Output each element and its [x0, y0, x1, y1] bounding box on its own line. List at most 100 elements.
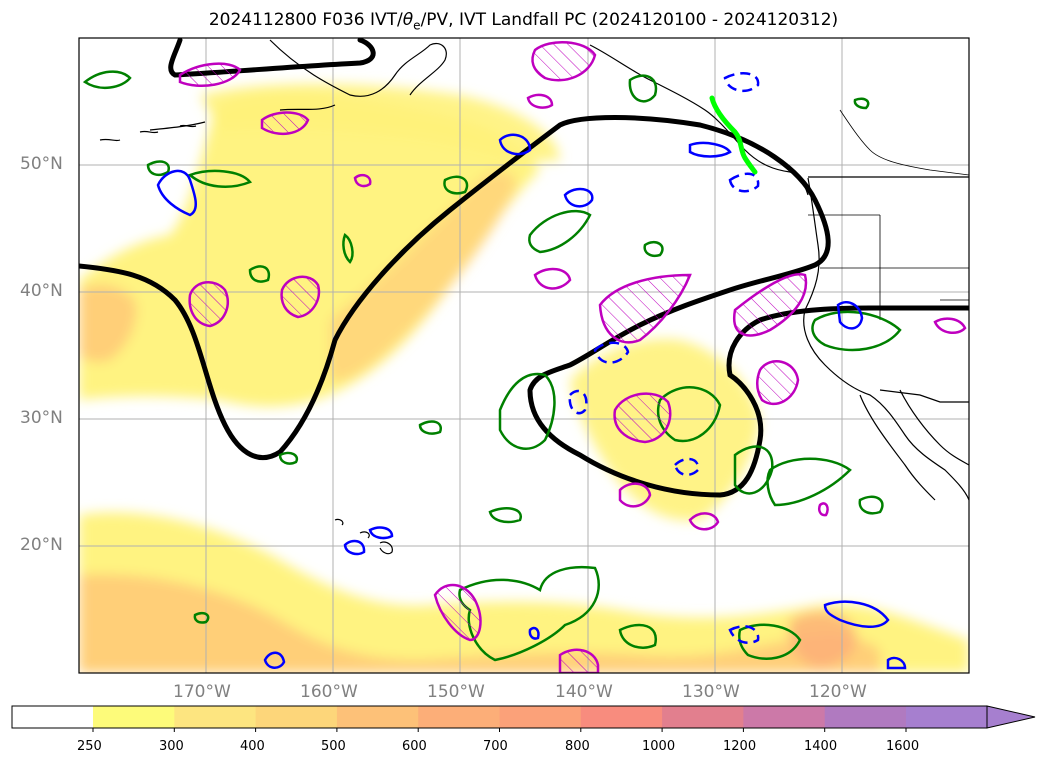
pv-neg-ring [263, 651, 286, 669]
theta-e-ring [643, 240, 664, 257]
colorbar-tick-label: 1000 [642, 739, 676, 754]
theta-e-ring [488, 507, 522, 524]
colorbar-tick-label: 1600 [886, 739, 920, 754]
colorbar-tick-label: 600 [402, 739, 427, 754]
theta-e-ring [193, 611, 210, 624]
theta-e-ring [628, 74, 658, 103]
colorbar-frame [11, 705, 988, 729]
ivt-core-south [79, 574, 880, 673]
ivt-band-central [330, 171, 516, 381]
pv-neg-ring [528, 626, 540, 640]
pv-ring [178, 62, 242, 88]
figure-title: 2024112800 F036 IVT/θe/PV, IVT Landfall … [208, 10, 839, 33]
pv-ring [531, 40, 597, 82]
ivt-plume-west [79, 93, 540, 407]
lat-label-30n: 30°N [20, 408, 63, 428]
theta-e-ring [146, 160, 171, 177]
colorbar-segment [93, 706, 175, 728]
pv-neg-dashed [723, 72, 760, 93]
inland-border-us-mexico [879, 389, 969, 403]
lon-label-150w: 150°W [427, 682, 485, 702]
colorbar-segment [499, 706, 582, 728]
pv-neg-ring [823, 600, 890, 628]
lon-label-130w: 130°W [682, 682, 740, 702]
pv-ring [613, 392, 672, 444]
alaska-islands [99, 124, 197, 142]
pv-ring-south [558, 648, 600, 673]
theta-e-ring [618, 623, 657, 649]
colorbar-tick-label: 800 [565, 739, 590, 754]
pc-contour-northwest [168, 38, 376, 78]
map-frame [78, 37, 970, 674]
bc-border [839, 109, 969, 176]
lon-label-170w: 170°W [173, 682, 231, 702]
theta-e-contours [82, 70, 902, 662]
landfall-segment [709, 95, 758, 175]
colorbar-segment [580, 706, 663, 728]
pv-neg-ring [498, 133, 532, 156]
theta-e-ring [248, 265, 271, 283]
ivt-core-west [79, 284, 137, 363]
colorbar-segment [418, 706, 500, 728]
pv-ring [353, 173, 372, 188]
pv-neg-ring [563, 187, 594, 208]
pv-ring [818, 502, 829, 517]
pv-trough-east [732, 272, 808, 337]
colorbar-segment [12, 706, 94, 728]
theta-e-cluster [528, 209, 592, 254]
pv-positive-contours [178, 40, 967, 673]
colorbar-segment [174, 706, 257, 728]
wa-or-ca-coast [803, 177, 969, 501]
pv-negative-contours [156, 72, 907, 670]
pv-neg-dashed [673, 457, 700, 477]
pv-ring [533, 267, 572, 290]
ivt-core-southeast [789, 611, 856, 668]
lat-label-20n: 20°N [20, 535, 63, 555]
colorbar [11, 705, 1036, 732]
pv-ring [933, 317, 967, 335]
colorbar-segment [336, 706, 419, 728]
pv-ring [618, 482, 652, 508]
baja-coast [859, 394, 936, 501]
colorbar-tick-label: 250 [77, 739, 102, 754]
theta-e-cluster [766, 457, 852, 507]
theta-e-ring [738, 623, 802, 660]
theta-e-ring [82, 70, 132, 90]
theta-e-ring [858, 495, 884, 515]
gulf-california [899, 389, 969, 466]
theta-e-cluster [811, 310, 902, 352]
colorbar-segment [824, 706, 907, 728]
colorbar-segment [906, 706, 988, 728]
pv-neg-dashed [728, 625, 760, 644]
theta-e-ring [342, 233, 354, 264]
pv-neg-ring [368, 526, 394, 540]
landfall-pc-contours [79, 38, 969, 498]
pv-neg-ring [156, 169, 197, 217]
pv-ring [526, 93, 554, 109]
pv-ring [756, 360, 800, 406]
colorbar-segment [662, 706, 744, 728]
pv-neg-dashed [568, 389, 588, 415]
map-panel [79, 38, 969, 673]
colorbar-extend-arrow [986, 705, 1036, 729]
lon-label-140w: 140°W [555, 682, 613, 702]
pv-trough [598, 273, 692, 344]
colorbar-tick-label: 500 [321, 739, 346, 754]
pv-neg-dashed [593, 341, 630, 364]
alaska-coast [149, 39, 447, 131]
state-borders [808, 214, 969, 320]
hawaii-islands [334, 518, 393, 555]
theta-e-ring [418, 420, 443, 435]
lat-label-50n: 50°N [20, 154, 63, 174]
lat-label-40n: 40°N [20, 281, 63, 301]
pc-contour-west [79, 115, 969, 498]
pv-neg-ring [886, 656, 907, 670]
pv-neg-ring [688, 141, 732, 158]
pv-ring-south [433, 583, 482, 642]
colorbar-segments [12, 706, 988, 732]
ivt-plume-north [200, 83, 560, 161]
theta-e-ring [853, 97, 870, 110]
ivt-shading [79, 83, 969, 673]
colorbar-tick-label: 1400 [804, 739, 838, 754]
